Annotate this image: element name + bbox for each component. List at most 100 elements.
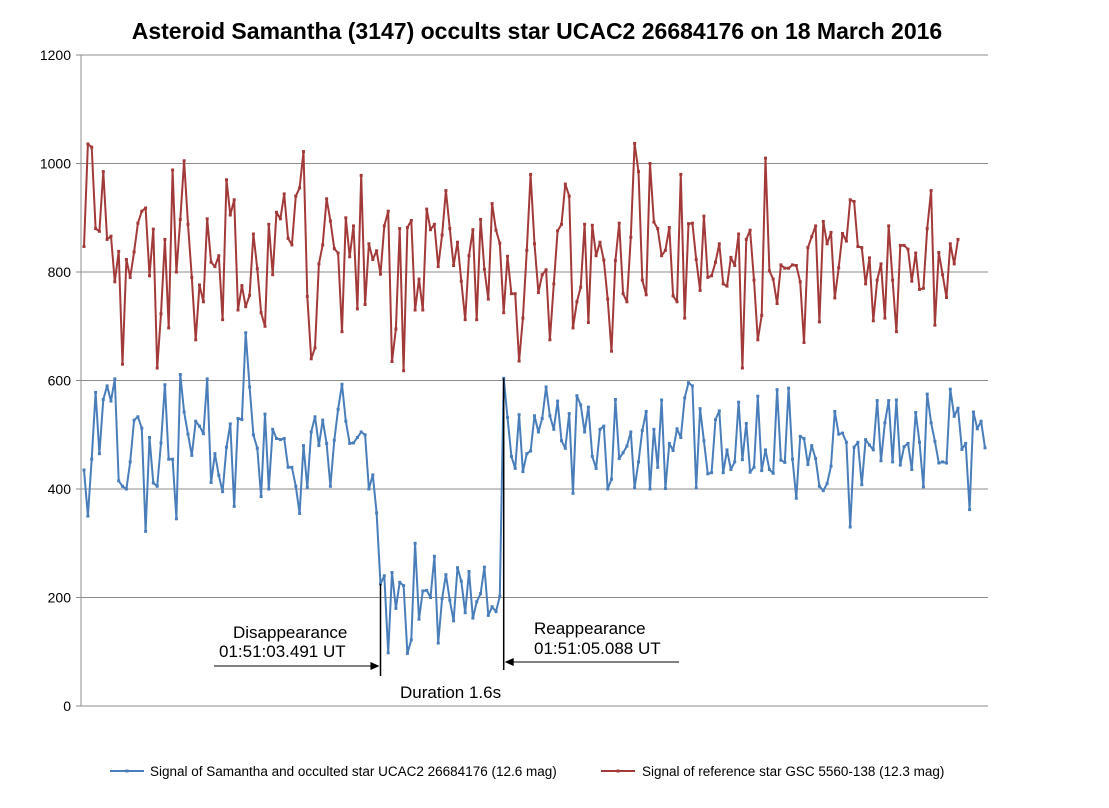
series-0-point xyxy=(486,613,490,617)
series-1-point xyxy=(398,227,402,231)
series-1-point xyxy=(290,243,294,247)
series-1-point xyxy=(560,222,563,226)
series-1-point xyxy=(513,292,517,296)
series-1-point xyxy=(637,170,640,174)
series-0-point xyxy=(278,438,282,442)
series-0-point xyxy=(259,495,263,499)
series-1-point xyxy=(945,296,948,299)
series-0-point xyxy=(729,468,733,471)
series-0-point xyxy=(879,459,883,463)
series-0-point xyxy=(894,398,898,402)
disappearance-arrowhead xyxy=(370,662,380,670)
series-0-point xyxy=(432,554,436,558)
series-0-point xyxy=(178,373,182,376)
series-0-point xyxy=(787,386,791,390)
series-0-point xyxy=(236,417,240,420)
series-0-point xyxy=(945,461,948,465)
series-1-point xyxy=(798,280,802,284)
series-0-point xyxy=(871,448,875,452)
series-1-point xyxy=(925,227,929,231)
series-1-point xyxy=(552,282,556,286)
series-0-point xyxy=(752,465,756,469)
series-0-point xyxy=(386,651,390,655)
series-1-point xyxy=(132,250,136,254)
series-0-point xyxy=(213,452,217,456)
series-0-point xyxy=(436,641,440,645)
series-0-point xyxy=(375,511,379,515)
series-1-point xyxy=(298,186,302,190)
series-0-point xyxy=(737,400,741,404)
series-0-point xyxy=(313,415,317,419)
series-1-point xyxy=(471,228,475,232)
series-1-point xyxy=(764,156,767,160)
series-1-point xyxy=(421,308,425,312)
series-1-point xyxy=(305,294,309,298)
series-1-point xyxy=(948,242,952,246)
series-0-point xyxy=(221,490,225,494)
series-0-point xyxy=(625,444,629,448)
series-0-point xyxy=(444,573,448,577)
series-1-point xyxy=(894,330,898,334)
series-0-point xyxy=(952,414,956,418)
series-0-point xyxy=(286,465,290,469)
series-1-point xyxy=(425,207,429,211)
series-0-point xyxy=(621,451,625,455)
series-0-point xyxy=(405,651,409,655)
series-1-point xyxy=(105,237,109,241)
series-0-point xyxy=(868,443,871,447)
series-1-point xyxy=(390,360,394,363)
series-1-point xyxy=(217,254,221,258)
series-0-point xyxy=(525,452,529,456)
series-0-point xyxy=(521,470,525,474)
series-0-point xyxy=(583,430,587,434)
series-0-point xyxy=(479,592,483,596)
series-1-point xyxy=(887,224,891,228)
series-0-point xyxy=(829,464,833,468)
series-1-point xyxy=(694,258,698,261)
series-1-point xyxy=(841,232,844,235)
series-1-point xyxy=(891,278,895,282)
series-0-point xyxy=(194,419,198,423)
series-0-point xyxy=(791,457,794,461)
series-1-point xyxy=(529,172,533,176)
series-0-point xyxy=(860,483,864,487)
series-0-point xyxy=(394,606,398,610)
series-1-point xyxy=(128,275,132,279)
series-0-point xyxy=(714,418,717,422)
series-0-point xyxy=(552,427,556,431)
series-0-point xyxy=(748,470,752,474)
series-1-point xyxy=(644,293,648,297)
series-0-point xyxy=(536,430,540,434)
series-0-point xyxy=(302,444,305,448)
series-1-point xyxy=(590,223,594,227)
series-0-point xyxy=(579,403,583,407)
series-1-point xyxy=(848,198,852,202)
series-0-point xyxy=(814,457,818,461)
series-0-point xyxy=(698,407,702,411)
series-0-point xyxy=(875,399,879,403)
series-0-point xyxy=(336,407,340,411)
series-1-point xyxy=(302,150,305,154)
series-0-point xyxy=(463,611,467,615)
series-0-point xyxy=(228,422,232,426)
series-0-point xyxy=(937,461,941,465)
series-0-point xyxy=(117,479,121,483)
series-0-point xyxy=(128,460,132,464)
series-0-point xyxy=(398,580,402,584)
series-1-point xyxy=(760,313,764,317)
series-0-point xyxy=(271,427,275,431)
series-0-point xyxy=(482,565,486,569)
series-1-point xyxy=(509,292,513,296)
series-1-point xyxy=(814,224,818,228)
legend-entry-target-label: Signal of Samantha and occulted star UCA… xyxy=(150,764,557,779)
series-1-point xyxy=(405,226,409,229)
series-0-point xyxy=(921,485,925,489)
series-1-point xyxy=(956,237,960,241)
series-1-point xyxy=(717,242,721,246)
series-0-point xyxy=(101,398,105,401)
series-1-point xyxy=(583,222,587,226)
series-0-point xyxy=(602,424,606,428)
series-0-point xyxy=(417,617,421,621)
series-1-point xyxy=(309,357,313,361)
